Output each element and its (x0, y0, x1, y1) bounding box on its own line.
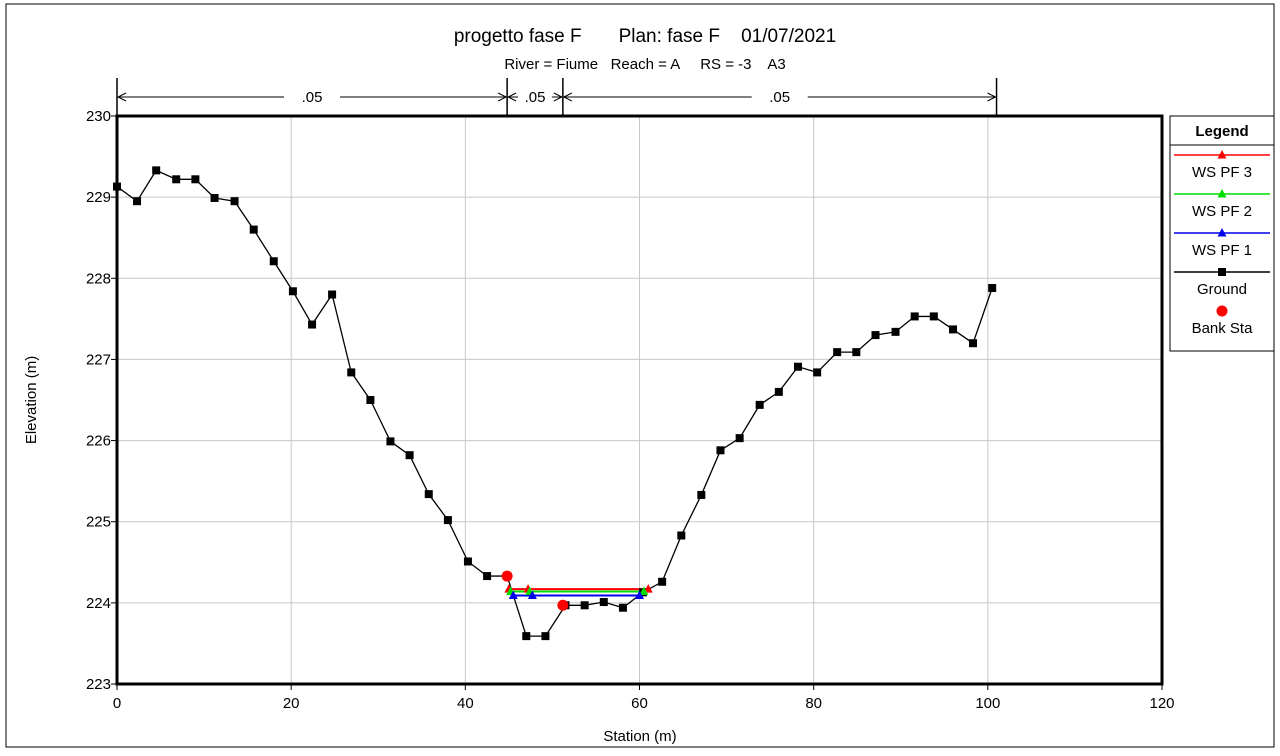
legend-swatch-marker (1217, 189, 1227, 198)
ground-point (288, 287, 297, 296)
ground-point (269, 257, 278, 266)
y-tick-label: 229 (86, 189, 111, 206)
ground-point (463, 557, 472, 566)
ground-point (580, 601, 589, 610)
y-tick-label: 225 (86, 514, 111, 531)
ground-point (618, 603, 627, 612)
ground-point (172, 175, 181, 184)
ground-point (755, 400, 764, 409)
series-layer (113, 166, 997, 641)
ground-point (716, 446, 725, 455)
bank-station-point (501, 570, 513, 582)
y-tick-label: 227 (86, 351, 111, 368)
legend-entry-label: WS PF 1 (1192, 242, 1252, 259)
y-tick-label: 228 (86, 270, 111, 287)
y-tick-label: 223 (86, 676, 111, 693)
y-tick-label: 226 (86, 433, 111, 450)
ground-point (891, 327, 900, 336)
ground-point (599, 598, 608, 607)
x-tick-label: 100 (975, 695, 1000, 712)
ground-point (405, 451, 414, 460)
x-tick-label: 80 (805, 695, 822, 712)
ground-point (969, 339, 978, 348)
manning-arrowhead (987, 92, 997, 102)
ground-point (522, 632, 531, 641)
gridlines (117, 116, 1162, 684)
manning-arrowhead (553, 92, 563, 102)
x-axis-ticks: 0 20 40 60 80 100 120 (113, 684, 1175, 712)
ws-point (527, 590, 537, 600)
y-tick-label: 230 (86, 108, 111, 125)
legend-title: Legend (1195, 123, 1248, 140)
ground-point (541, 632, 550, 641)
legend-swatch-marker (1217, 150, 1227, 159)
ground-point (658, 577, 667, 586)
ground-point (308, 320, 317, 329)
ground-point (871, 331, 880, 340)
ground-point (443, 516, 452, 525)
ground-point (230, 197, 239, 206)
ground-point (386, 437, 395, 446)
legend: Legend WS PF 3 WS PF 2 WS PF 1 Ground Bank St… (1169, 115, 1275, 352)
ground-point (697, 490, 706, 499)
y-axis-label: Elevation (m) (23, 356, 40, 444)
ground-point (210, 193, 219, 202)
manning-n-label: .05 (302, 89, 323, 106)
x-tick-label: 60 (631, 695, 648, 712)
ground-point (949, 325, 957, 334)
ground-point (152, 166, 161, 175)
ground-point (813, 368, 822, 377)
legend-entry-label: WS PF 3 (1192, 164, 1252, 181)
manning-n-annotations: .05 .05 .05 (116, 78, 998, 116)
x-axis-label: Station (m) (603, 728, 676, 745)
legend-swatch-marker (1217, 228, 1227, 237)
x-tick-label: 40 (457, 695, 474, 712)
ground-point (833, 348, 842, 357)
ground-point (929, 312, 938, 321)
outer-border (5, 3, 1275, 748)
legend-entry-label: Ground (1197, 281, 1247, 298)
legend-entry-label: WS PF 2 (1192, 203, 1252, 220)
ground-point (852, 348, 861, 357)
ground-point (988, 284, 997, 293)
chart-subtitle: River = Fiume Reach = A RS = -3 A3 (504, 56, 785, 73)
ws-point (508, 590, 518, 600)
legend-swatch-marker (1216, 305, 1228, 317)
ground-point (249, 225, 258, 234)
manning-arrowhead (497, 92, 508, 102)
y-axis-ticks: 223 224 225 226 227 228 229 230 (86, 108, 117, 693)
x-tick-label: 20 (283, 695, 300, 712)
bank-station-point (557, 599, 569, 611)
ground-point (133, 197, 142, 206)
legend-entry-label: Bank Sta (1192, 320, 1254, 337)
ground-point (677, 531, 686, 540)
ws-point (635, 590, 644, 600)
ground-point (328, 290, 337, 299)
ground-point (191, 175, 200, 184)
ground-point (774, 387, 783, 396)
manning-n-label: .05 (769, 89, 790, 106)
manning-arrowhead (562, 92, 573, 102)
ground-point (735, 434, 744, 443)
manning-arrowhead (116, 92, 127, 102)
ground-point (424, 490, 433, 499)
ground-point (366, 396, 375, 404)
y-tick-label: 224 (86, 595, 111, 612)
ws-point (639, 586, 649, 595)
ground-point (483, 572, 492, 581)
x-tick-label: 0 (113, 695, 121, 712)
ground-line (116, 169, 993, 637)
legend-swatch-marker (1218, 268, 1226, 276)
x-tick-label: 120 (1149, 695, 1174, 712)
manning-n-label: .05 (525, 89, 546, 106)
chart-title: progetto fase F Plan: fase F 01/07/2021 (454, 26, 836, 47)
ground-point (910, 312, 919, 321)
manning-arrowhead (507, 92, 517, 102)
ws-point (643, 584, 653, 593)
ground-point (347, 368, 356, 377)
ground-point (793, 362, 802, 371)
